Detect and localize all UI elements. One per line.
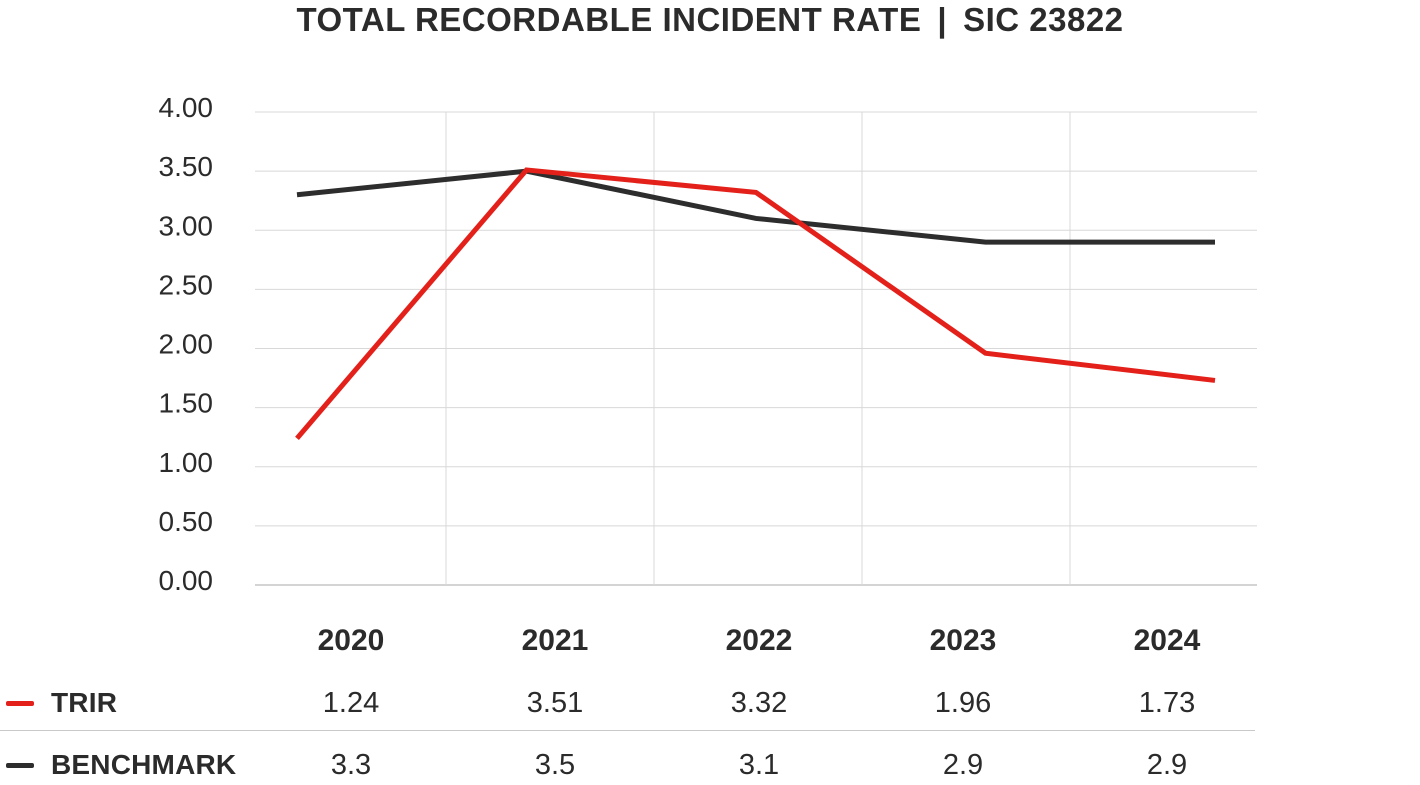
- benchmark-value-2021: 3.5: [534, 749, 576, 781]
- svg-text:0.50: 0.50: [159, 506, 214, 537]
- chart-title-separator: |: [937, 1, 948, 38]
- benchmark-value-2020: 3.3: [330, 749, 372, 781]
- legend-trir-label: TRIR: [51, 687, 118, 718]
- chart-title: TOTAL RECORDABLE INCIDENT RATE | SIC 23822: [0, 1, 1420, 39]
- year-header-row: 2020 2021 2022 2023 2024: [249, 624, 1269, 658]
- svg-text:3.50: 3.50: [159, 151, 214, 182]
- benchmark-line: [296, 168, 1215, 245]
- trir-value-2020: 1.24: [322, 687, 380, 719]
- chart-title-main: TOTAL RECORDABLE INCIDENT RATE: [296, 1, 922, 38]
- table-divider: [0, 730, 1255, 731]
- trir-values-row: 1.24 3.51 3.32 1.96 1.73: [249, 686, 1269, 720]
- svg-text:2.00: 2.00: [159, 329, 214, 360]
- year-label-2024: 2024: [1133, 624, 1201, 657]
- trir-value-2022: 3.32: [730, 687, 788, 719]
- svg-text:2.50: 2.50: [159, 269, 214, 300]
- benchmark-values-row: 3.3 3.5 3.1 2.9 2.9: [249, 748, 1269, 782]
- legend-trir: TRIR: [6, 686, 117, 720]
- svg-text:1.00: 1.00: [159, 447, 214, 478]
- svg-text:1.50: 1.50: [159, 388, 214, 419]
- line-chart-plot: 4.00 3.50 3.00 2.50 2.00 1.50 1.00 0.50 0.00: [159, 92, 1257, 596]
- benchmark-value-2024: 2.9: [1146, 749, 1188, 781]
- benchmark-line-swatch-icon: [6, 762, 34, 768]
- trir-line-swatch-icon: [6, 700, 34, 706]
- svg-text:3.00: 3.00: [159, 210, 214, 241]
- year-label-2020: 2020: [317, 624, 385, 657]
- horizontal-gridlines: [255, 111, 1257, 586]
- benchmark-value-2022: 3.1: [738, 749, 780, 781]
- year-label-2022: 2022: [725, 624, 793, 657]
- benchmark-value-2023: 2.9: [942, 749, 984, 781]
- trir-value-2024: 1.73: [1138, 687, 1196, 719]
- legend-benchmark-label: BENCHMARK: [51, 749, 237, 780]
- svg-text:0.00: 0.00: [159, 565, 214, 596]
- vertical-gridlines: [445, 112, 1071, 585]
- year-label-2021: 2021: [521, 624, 589, 657]
- trir-line: [295, 167, 1216, 440]
- svg-text:4.00: 4.00: [159, 92, 214, 123]
- y-axis-labels: 4.00 3.50 3.00 2.50 2.00 1.50 1.00 0.50 0.00: [159, 92, 214, 596]
- trir-value-2021: 3.51: [526, 687, 584, 719]
- legend-benchmark: BENCHMARK: [6, 748, 236, 782]
- trir-value-2023: 1.96: [934, 687, 992, 719]
- year-label-2023: 2023: [929, 624, 997, 657]
- chart-title-code: SIC 23822: [963, 1, 1124, 38]
